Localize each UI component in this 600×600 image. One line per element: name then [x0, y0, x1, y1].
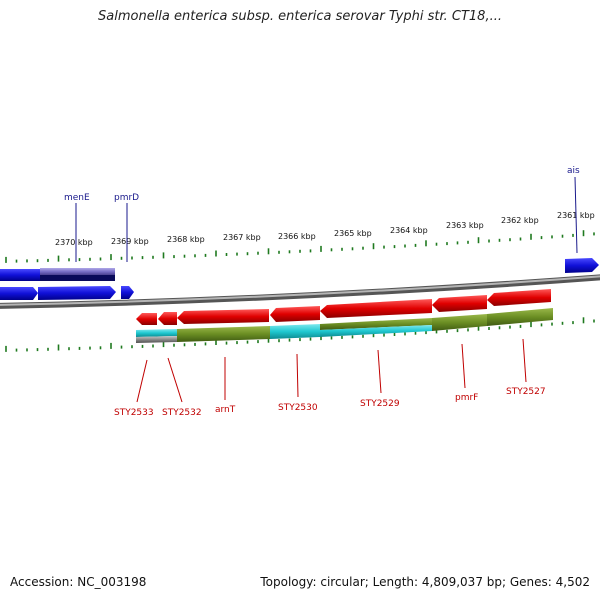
scale-label-2365: 2365 kbp: [334, 229, 372, 238]
reverse-gene-pmrF[interactable]: [432, 295, 487, 312]
forward-gene-menE-cds[interactable]: [40, 275, 115, 281]
cds-segment[interactable]: [320, 318, 432, 330]
top-gene-leaders: [75, 176, 578, 262]
forward-gene-arrow[interactable]: [0, 287, 38, 300]
scale-label-2364: 2364 kbp: [390, 226, 428, 235]
gene-label-arnT[interactable]: arnT: [215, 405, 236, 415]
scale-label-2362: 2362 kbp: [501, 216, 539, 225]
reverse-gene-STY2529[interactable]: [320, 299, 432, 318]
cds-segment[interactable]: [136, 329, 177, 337]
forward-gene-arrow[interactable]: [38, 286, 116, 300]
gene-label-pmrF[interactable]: pmrF: [455, 393, 478, 403]
gene-label-STY2527[interactable]: STY2527: [506, 387, 546, 397]
forward-gene-menE-feature[interactable]: [40, 268, 115, 275]
topology-summary: Topology: circular; Length: 4,809,037 bp…: [260, 575, 590, 589]
cds-segment[interactable]: [270, 324, 320, 339]
reverse-gene-STY2530[interactable]: [270, 306, 320, 322]
lower-scale-ticks: [5, 317, 595, 352]
forward-gene-ais[interactable]: [565, 258, 599, 273]
forward-genes: [0, 258, 599, 300]
reverse-gene-STY2527[interactable]: [487, 289, 551, 306]
gene-label-STY2533[interactable]: STY2533: [114, 408, 154, 418]
gene-label-STY2532[interactable]: STY2532: [162, 408, 202, 418]
chromosome-backbone-highlight: [0, 275, 600, 306]
cds-segment[interactable]: [177, 326, 270, 342]
accession-text: Accession: NC_003198: [10, 575, 147, 589]
reverse-genes: [136, 289, 551, 325]
upper-scale-ticks: [5, 230, 595, 263]
forward-gene[interactable]: [0, 269, 40, 281]
forward-gene-arrow[interactable]: [121, 286, 134, 299]
scale-label-2363: 2363 kbp: [446, 221, 484, 230]
cds-segment[interactable]: [487, 308, 553, 326]
cds-feature-band: [136, 308, 553, 343]
reverse-gene-arnT[interactable]: [177, 309, 269, 324]
map-title: Salmonella enterica subsp. enterica sero…: [98, 9, 502, 24]
reverse-gene-STY2532[interactable]: [158, 312, 177, 325]
scale-label-2369: 2369 kbp: [111, 237, 149, 246]
gene-label-STY2529[interactable]: STY2529: [360, 399, 400, 409]
cds-segment[interactable]: [432, 314, 487, 331]
scale-label-2368: 2368 kbp: [167, 235, 205, 244]
cds-segment[interactable]: [136, 336, 177, 343]
bottom-gene-leaders: [136, 338, 527, 403]
reverse-gene-STY2533[interactable]: [136, 313, 157, 325]
scale-label-2367: 2367 kbp: [223, 233, 261, 242]
gene-label-menE[interactable]: menE: [64, 193, 90, 203]
gene-label-pmrD[interactable]: pmrD: [114, 193, 139, 203]
gene-label-STY2530[interactable]: STY2530: [278, 403, 318, 413]
gene-label-ais[interactable]: ais: [567, 166, 580, 176]
scale-label-2370: 2370 kbp: [55, 238, 93, 247]
scale-label-2366: 2366 kbp: [278, 232, 316, 241]
cds-segment[interactable]: [320, 325, 432, 337]
